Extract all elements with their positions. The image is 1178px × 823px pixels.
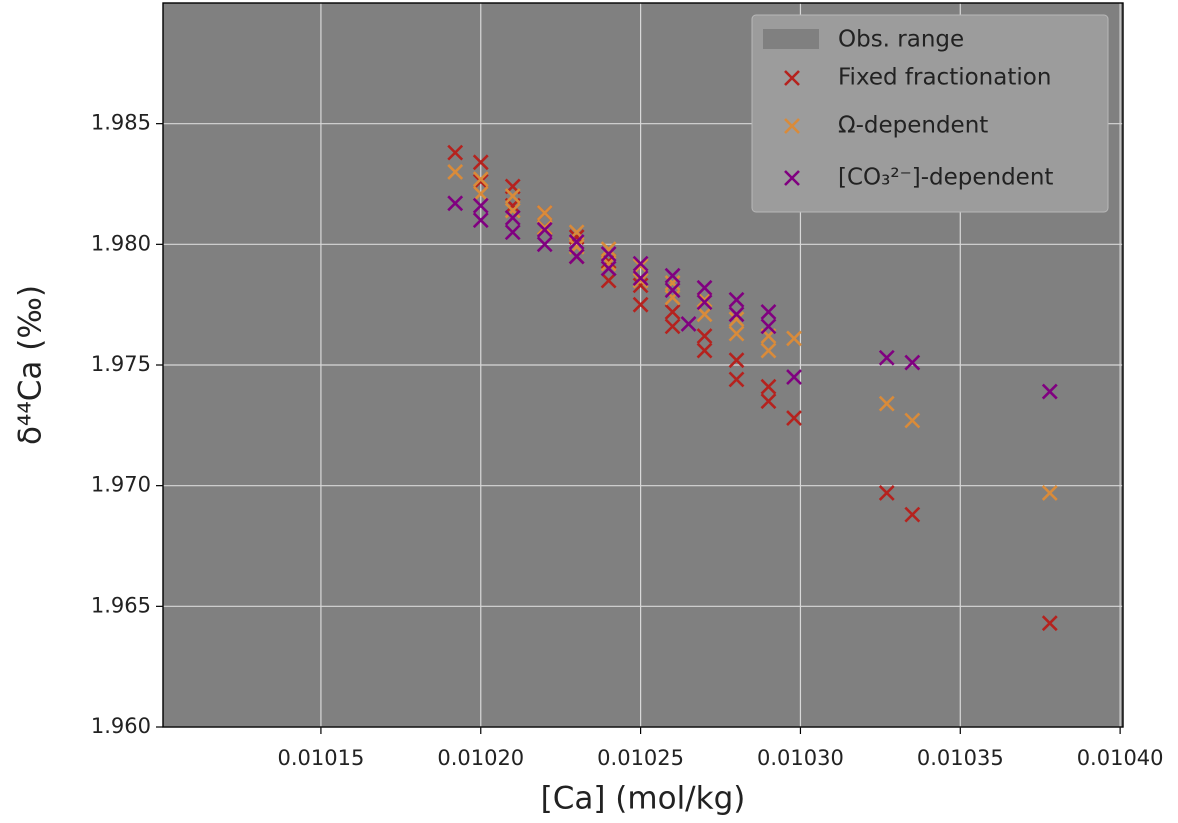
y-tick-label: 1.965 bbox=[91, 593, 151, 617]
point bbox=[504, 188, 521, 204]
point bbox=[1041, 615, 1058, 632]
point bbox=[728, 306, 745, 323]
legend: Obs. range Fixed fractionation Ω-dependent… bbox=[751, 14, 1109, 213]
point bbox=[600, 241, 617, 258]
point bbox=[632, 270, 649, 287]
point bbox=[504, 209, 521, 226]
point bbox=[904, 412, 921, 429]
point bbox=[904, 354, 921, 371]
y-tick-label: 1.970 bbox=[91, 473, 151, 497]
legend-box bbox=[751, 14, 1109, 213]
legend-label: Obs. range bbox=[838, 27, 964, 53]
point bbox=[760, 342, 777, 359]
point bbox=[632, 277, 649, 294]
point bbox=[728, 325, 745, 342]
point bbox=[786, 369, 802, 385]
legend-label: Ω-dependent bbox=[838, 113, 988, 139]
point bbox=[600, 272, 617, 289]
point bbox=[728, 352, 745, 369]
x-tick-label: 0.01030 bbox=[757, 746, 844, 770]
point bbox=[664, 275, 681, 291]
point bbox=[760, 318, 777, 335]
point bbox=[760, 393, 777, 410]
legend-marker bbox=[784, 118, 800, 134]
point bbox=[632, 258, 649, 274]
point bbox=[600, 253, 617, 270]
point bbox=[878, 349, 895, 366]
point bbox=[447, 164, 464, 180]
y-tick-label: 1.985 bbox=[91, 111, 151, 135]
point bbox=[472, 171, 489, 188]
point bbox=[472, 185, 489, 202]
point bbox=[760, 378, 777, 395]
legend-marker bbox=[784, 170, 800, 186]
y-tick-label: 1.980 bbox=[91, 231, 151, 255]
y-tick-label: 1.960 bbox=[91, 714, 151, 738]
x-tick-label: 0.01015 bbox=[278, 746, 365, 770]
point bbox=[878, 395, 895, 412]
point bbox=[447, 195, 464, 212]
x-axis-label: [Ca] (mol/kg) bbox=[541, 781, 746, 817]
point bbox=[472, 212, 489, 229]
point bbox=[504, 202, 521, 219]
point bbox=[632, 255, 649, 272]
point bbox=[696, 342, 713, 359]
point bbox=[600, 246, 617, 262]
y-tick-label: 1.975 bbox=[91, 352, 151, 376]
point bbox=[728, 311, 745, 328]
point bbox=[878, 484, 895, 501]
x-tick-label: 0.01040 bbox=[1077, 746, 1164, 770]
point bbox=[568, 248, 585, 265]
x-tick-label: 0.01020 bbox=[437, 746, 524, 770]
x-tick-label: 0.01025 bbox=[597, 746, 684, 770]
point bbox=[472, 154, 489, 171]
point bbox=[536, 219, 553, 236]
legend-marker bbox=[784, 70, 800, 86]
legend-label: [CO₃²⁻]-dependent bbox=[838, 165, 1053, 191]
point bbox=[904, 506, 921, 523]
point bbox=[447, 144, 464, 161]
point bbox=[696, 279, 713, 296]
x-tick-label: 0.01035 bbox=[917, 746, 1004, 770]
point bbox=[786, 410, 802, 427]
legend-swatch bbox=[763, 29, 819, 49]
point bbox=[536, 205, 553, 221]
point bbox=[600, 260, 617, 277]
point bbox=[472, 197, 489, 214]
point bbox=[696, 306, 713, 323]
legend-label: Fixed fractionation bbox=[838, 65, 1051, 91]
point bbox=[728, 371, 745, 388]
y-axis-label: δ⁴⁴Ca (‰) bbox=[13, 285, 49, 445]
point bbox=[632, 296, 649, 313]
point bbox=[696, 291, 713, 308]
point bbox=[728, 291, 745, 308]
point bbox=[664, 289, 681, 306]
point bbox=[664, 318, 681, 335]
point bbox=[536, 236, 553, 253]
point bbox=[504, 224, 521, 241]
point bbox=[568, 234, 585, 250]
point bbox=[786, 330, 802, 347]
point bbox=[664, 282, 681, 299]
point bbox=[536, 221, 553, 238]
point bbox=[1041, 484, 1058, 501]
point bbox=[680, 316, 697, 332]
point bbox=[664, 267, 681, 284]
point bbox=[696, 328, 713, 344]
plot-frame bbox=[162, 2, 1124, 728]
point bbox=[664, 303, 681, 320]
point bbox=[760, 303, 777, 320]
point bbox=[632, 272, 649, 289]
point bbox=[696, 294, 713, 311]
point bbox=[472, 173, 489, 190]
point bbox=[1041, 383, 1058, 400]
